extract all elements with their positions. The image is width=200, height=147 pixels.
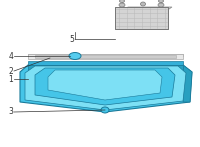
Polygon shape (35, 55, 176, 58)
Text: 3: 3 (8, 107, 13, 117)
Polygon shape (28, 54, 183, 56)
Ellipse shape (69, 52, 81, 60)
Polygon shape (118, 7, 172, 14)
Ellipse shape (158, 3, 164, 7)
Text: 2: 2 (8, 66, 13, 76)
Polygon shape (28, 61, 183, 65)
Text: 4: 4 (8, 51, 13, 61)
Polygon shape (183, 65, 192, 102)
Polygon shape (25, 66, 186, 110)
Ellipse shape (120, 0, 124, 2)
Polygon shape (28, 54, 183, 59)
Ellipse shape (140, 2, 146, 6)
Ellipse shape (158, 0, 164, 2)
Ellipse shape (101, 107, 109, 113)
Ellipse shape (119, 3, 125, 7)
Polygon shape (115, 7, 168, 29)
Polygon shape (48, 70, 162, 100)
Text: 5: 5 (69, 35, 74, 44)
Polygon shape (28, 65, 183, 71)
Polygon shape (35, 68, 175, 105)
Text: 1: 1 (8, 75, 13, 83)
Polygon shape (20, 65, 192, 112)
